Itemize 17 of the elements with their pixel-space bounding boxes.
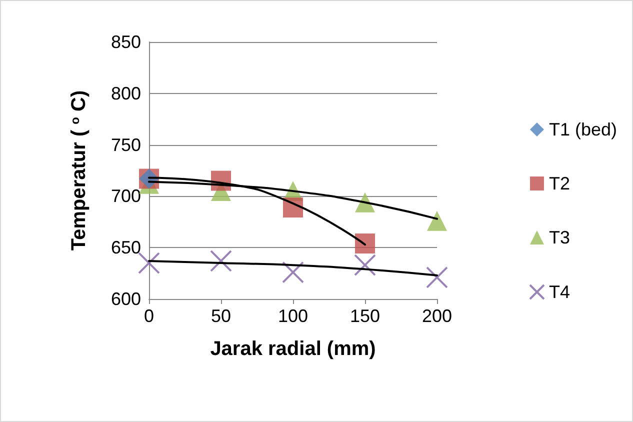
x-tick-label: 100 — [278, 306, 308, 326]
y-tick-label: 600 — [110, 289, 141, 309]
y-tick-label: 750 — [110, 134, 141, 155]
legend-label: T1 (bed) — [548, 120, 618, 140]
x-tick-label: 200 — [422, 306, 452, 326]
y-tick-label: 700 — [110, 186, 141, 206]
y-tick-label: 800 — [110, 83, 141, 104]
legend-label: T3 — [548, 228, 570, 248]
x-tick-label: 150 — [350, 306, 380, 326]
y-tick-label: 850 — [110, 32, 141, 52]
x-tick-label: 50 — [210, 306, 232, 326]
legend-label: T4 — [548, 282, 570, 302]
x-axis-title: Jarak radial (mm) — [210, 338, 376, 360]
x-tick-label: 0 — [144, 306, 154, 326]
y-tick-label: 650 — [110, 238, 141, 258]
y-axis-title: Temperatur ( o C) — [68, 90, 90, 251]
legend-label: T2 — [548, 174, 570, 194]
